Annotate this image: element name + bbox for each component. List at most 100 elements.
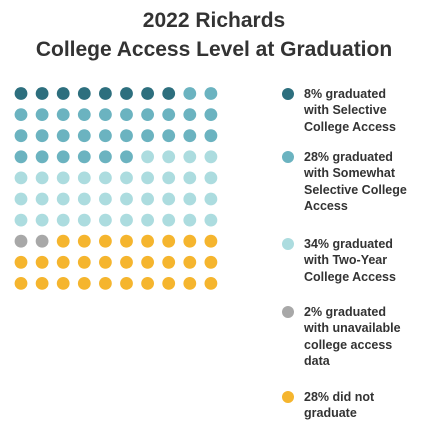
waffle-dot [204, 192, 218, 206]
legend-label-line: Access [304, 199, 348, 214]
waffle-dot [183, 277, 197, 290]
waffle-dot [204, 129, 218, 143]
waffle-dot [35, 129, 49, 143]
waffle-dot [162, 150, 176, 164]
waffle-dot [14, 213, 28, 227]
waffle-dot [35, 108, 49, 121]
legend-label-line: college access [304, 337, 393, 352]
waffle-dot [162, 87, 176, 100]
waffle-dot [56, 234, 70, 248]
waffle-dot [99, 213, 112, 227]
waffle-dot [120, 87, 133, 100]
waffle-dot [35, 192, 49, 206]
waffle-dot [35, 171, 49, 185]
waffle-dot [120, 234, 133, 248]
waffle-dot [99, 87, 112, 100]
legend-label-line: with Selective [304, 103, 387, 118]
waffle-dot [35, 234, 49, 248]
waffle-dot [204, 87, 218, 100]
waffle-dot [77, 108, 91, 121]
legend-label-line: with Somewhat [304, 166, 395, 181]
waffle-dot [204, 213, 218, 227]
waffle-dot [120, 255, 133, 269]
waffle-dot [120, 129, 133, 143]
waffle-dot [56, 150, 70, 164]
waffle-dot [77, 192, 91, 206]
waffle-dot [141, 171, 155, 185]
legend-label-line: 28% graduated [304, 150, 393, 164]
legend-label-line: 2% graduated [304, 305, 386, 319]
legend-label-line: with Two-Year [304, 253, 388, 268]
legend-swatch [282, 88, 294, 100]
chart-title: 2022 Richards College Access Level at Gr… [0, 6, 428, 64]
waffle-dot [204, 255, 218, 269]
waffle-dot [77, 234, 91, 248]
legend-label-line: graduate [304, 406, 357, 421]
waffle-dot [183, 234, 197, 248]
waffle-dot [183, 129, 197, 143]
legend-swatch [282, 391, 294, 403]
waffle-dot [162, 108, 176, 121]
waffle-dot [14, 171, 28, 185]
legend-label: 28% graduated with Somewhat Selective Coll… [304, 149, 428, 215]
waffle-dot [183, 87, 197, 100]
waffle-dot [77, 129, 91, 143]
waffle-dot [35, 87, 49, 100]
waffle-dot [120, 213, 133, 227]
chart-title-line-2: College Access Level at Graduation [35, 38, 393, 61]
waffle-dot [14, 129, 28, 143]
waffle-dot [77, 171, 91, 185]
waffle-dot [99, 255, 112, 269]
waffle-dot [99, 234, 112, 248]
waffle-dot [141, 213, 155, 227]
waffle-dot [183, 213, 197, 227]
legend-label-line: Selective College [304, 182, 407, 197]
legend-label-line: College Access [304, 269, 396, 284]
waffle-dot [14, 234, 28, 248]
waffle-dot [183, 192, 197, 206]
waffle-dot [77, 87, 91, 100]
waffle-dot [141, 277, 155, 290]
legend-label: 8% graduated with Selective College Access [304, 86, 428, 135]
waffle-dot [162, 213, 176, 227]
waffle-dot [77, 255, 91, 269]
waffle-dot [14, 108, 28, 121]
legend-swatch [282, 151, 294, 163]
waffle-dot [77, 277, 91, 290]
waffle-dot [183, 150, 197, 164]
waffle-dot [204, 108, 218, 121]
legend-label: 34% graduated with Two-Year College Access [304, 236, 428, 285]
waffle-dot [35, 277, 49, 290]
waffle-dot [162, 277, 176, 290]
waffle-dot [183, 255, 197, 269]
waffle-dot [141, 234, 155, 248]
waffle-dot [120, 108, 133, 121]
legend-label-line: 34% graduated [304, 237, 393, 251]
legend-swatch [282, 306, 294, 318]
waffle-dot [141, 255, 155, 269]
waffle-dot [56, 171, 70, 185]
waffle-dot [204, 171, 218, 185]
waffle-dot [120, 171, 133, 185]
waffle-dot [99, 171, 112, 185]
legend-label-line: College Access [304, 119, 396, 134]
waffle-dot [56, 108, 70, 121]
waffle-dot [35, 150, 49, 164]
waffle-dot [120, 277, 133, 290]
waffle-dot [162, 171, 176, 185]
waffle-dot [14, 150, 28, 164]
waffle-dot [141, 192, 155, 206]
waffle-dot [35, 213, 49, 227]
waffle-dot [141, 87, 155, 100]
waffle-dot [162, 129, 176, 143]
waffle-dot [14, 255, 28, 269]
waffle-dot [99, 108, 112, 121]
waffle-dot [204, 150, 218, 164]
waffle-dot [77, 150, 91, 164]
waffle-dot [183, 171, 197, 185]
waffle-dot [141, 150, 155, 164]
waffle-dot [120, 192, 133, 206]
waffle-dot [141, 129, 155, 143]
legend-label-line: 8% graduated [304, 87, 386, 101]
